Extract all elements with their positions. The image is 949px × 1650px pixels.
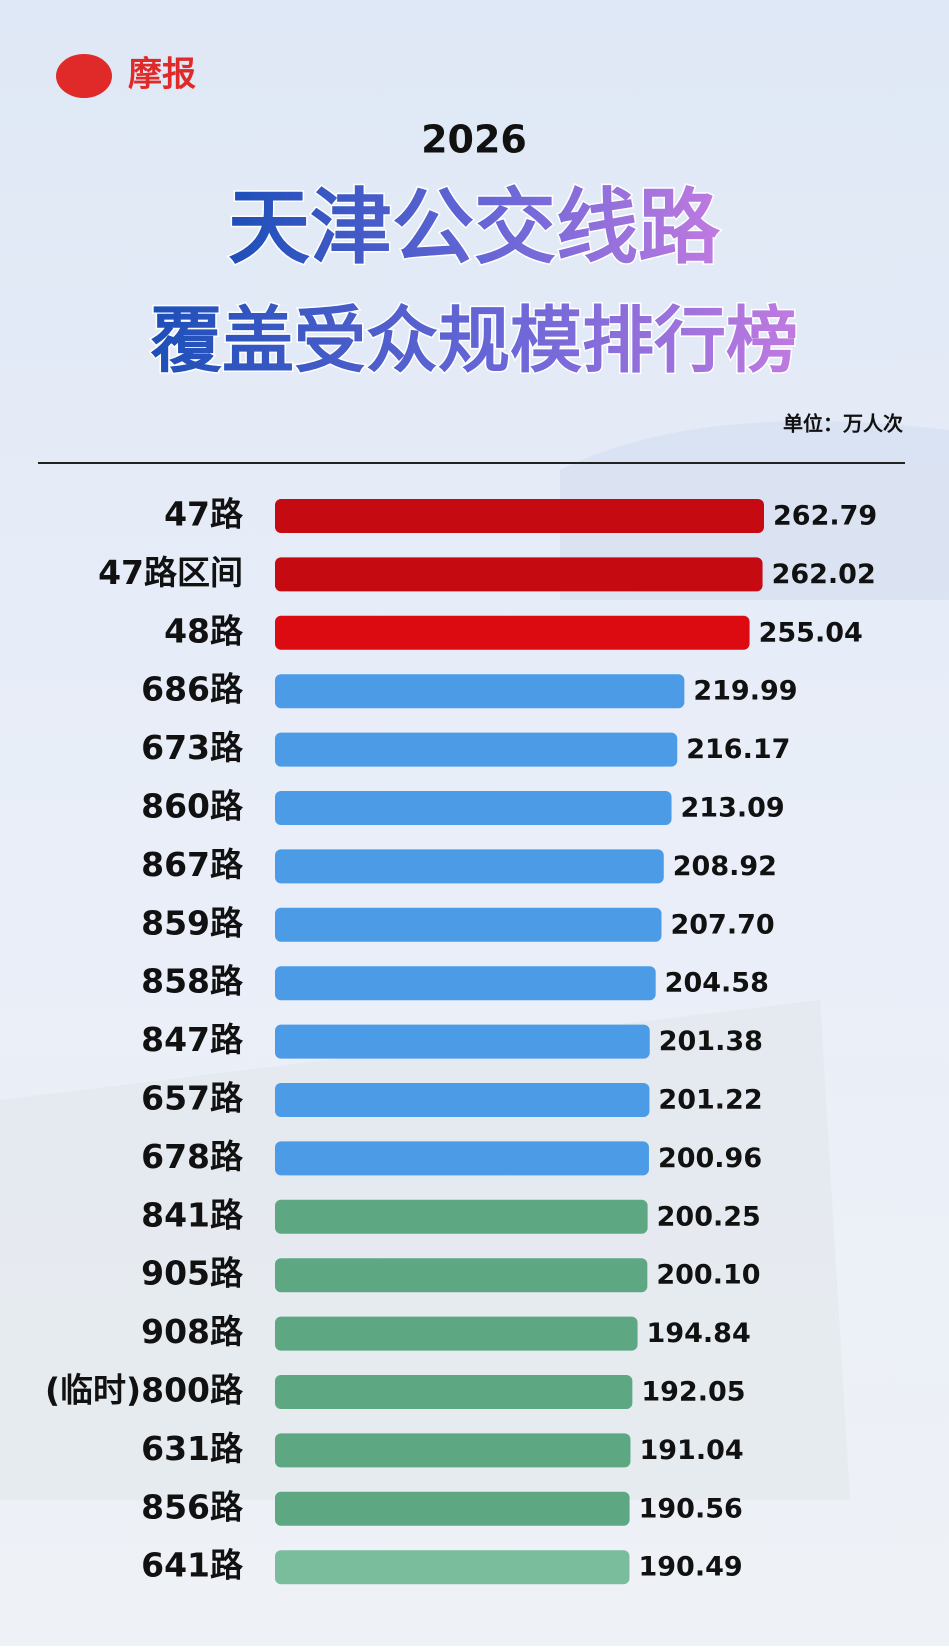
bar — [275, 849, 664, 884]
unit: 单位：万人次 — [783, 412, 903, 436]
category-label: (临时)800路 — [45, 1371, 244, 1410]
bar — [275, 615, 750, 650]
value-label: 192.05 — [641, 1377, 745, 1408]
category-label: 905路 — [141, 1254, 244, 1293]
bar — [275, 499, 764, 533]
bar — [275, 791, 672, 825]
bar — [275, 557, 763, 592]
year: 2026 — [421, 118, 527, 162]
category-label: 841路 — [141, 1195, 244, 1234]
value-label: 200.96 — [658, 1143, 762, 1174]
category-label: 867路 — [141, 845, 244, 884]
subtitle: 覆盖受众规模排行榜 — [150, 299, 798, 383]
bar — [275, 1083, 650, 1117]
bar — [275, 1433, 631, 1468]
value-label: 200.25 — [657, 1201, 761, 1232]
bar — [275, 732, 678, 767]
logo-text: 摩报 — [128, 55, 196, 95]
value-label: 204.58 — [665, 968, 769, 999]
value-label: 200.10 — [656, 1260, 760, 1291]
category-label: 859路 — [141, 903, 244, 942]
value-label: 255.04 — [759, 617, 863, 648]
value-label: 190.56 — [639, 1493, 743, 1524]
bar — [275, 1550, 630, 1585]
category-label: 657路 — [141, 1079, 244, 1118]
value-label: 201.22 — [658, 1085, 762, 1116]
logo-icon — [56, 54, 112, 98]
bus-decoration — [0, 1000, 850, 1500]
value-label: 201.38 — [659, 1026, 763, 1057]
bar — [275, 907, 662, 942]
category-label: 686路 — [141, 670, 244, 709]
value-label: 262.79 — [773, 501, 877, 532]
bar — [275, 1141, 649, 1176]
bar — [275, 674, 685, 709]
category-label: 631路 — [141, 1429, 244, 1468]
category-label: 641路 — [141, 1546, 244, 1585]
category-label: 678路 — [141, 1137, 244, 1176]
bar — [275, 1199, 648, 1234]
value-label: 207.70 — [670, 909, 774, 940]
value-label: 213.09 — [681, 793, 785, 824]
value-label: 219.99 — [693, 676, 797, 707]
value-label: 194.84 — [647, 1318, 751, 1349]
bar — [275, 966, 656, 1001]
value-label: 208.92 — [673, 851, 777, 882]
value-label: 216.17 — [686, 734, 790, 765]
category-label: 47路区间 — [98, 553, 243, 592]
bar — [275, 1491, 630, 1526]
value-label: 262.02 — [772, 559, 876, 590]
category-label: 847路 — [141, 1020, 244, 1059]
category-label: 673路 — [141, 728, 244, 767]
title: 天津公交线路 — [228, 180, 721, 275]
bar — [275, 1316, 638, 1351]
bar — [275, 1258, 648, 1293]
category-label: 908路 — [141, 1312, 244, 1351]
bar — [275, 1375, 633, 1409]
category-label: 48路 — [164, 611, 244, 650]
category-label: 860路 — [141, 787, 244, 826]
value-label: 190.49 — [638, 1552, 742, 1583]
category-label: 47路 — [164, 495, 244, 534]
category-label: 858路 — [141, 962, 244, 1001]
category-label: 856路 — [141, 1487, 244, 1526]
value-label: 191.04 — [639, 1435, 743, 1466]
bar — [275, 1024, 650, 1059]
